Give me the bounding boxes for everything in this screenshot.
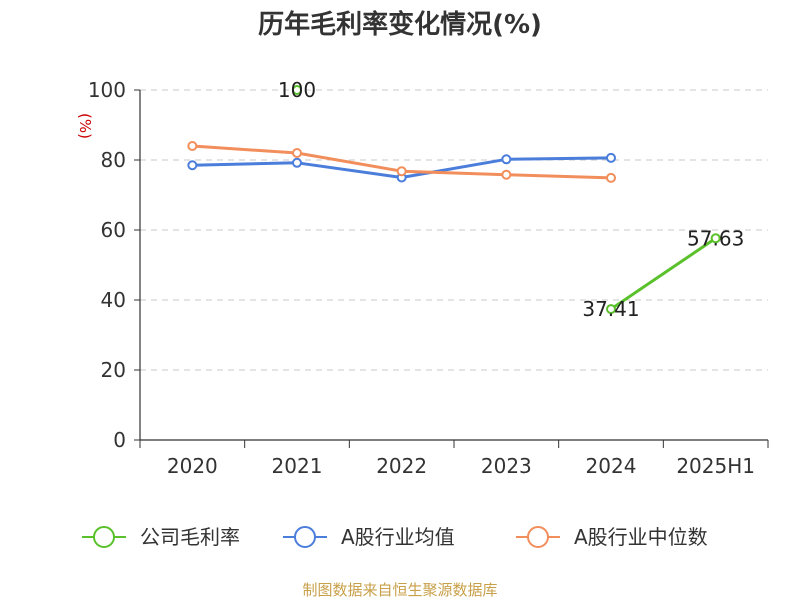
legend-item[interactable]: A股行业均值: [283, 525, 455, 549]
data-point[interactable]: [710, 233, 721, 244]
chart-title: 历年毛利率变化情况(%): [258, 9, 542, 40]
x-tick-label: 2021: [272, 454, 323, 478]
data-point[interactable]: [292, 148, 302, 158]
x-tick-label: 2025H1: [676, 454, 755, 478]
series-group: [187, 85, 721, 315]
y-axis-ticks: 0 20 40 60 80 100: [88, 78, 140, 452]
y-tick-label: 40: [101, 288, 126, 312]
data-point[interactable]: [396, 166, 407, 177]
y-tick-label: 100: [88, 78, 126, 102]
y-tick-label: 60: [101, 218, 126, 242]
legend-label: 公司毛利率: [140, 525, 240, 549]
data-label: 57.63: [687, 226, 744, 250]
data-labels: 100 37.41 57.63: [278, 78, 744, 321]
legend-label: A股行业中位数: [574, 525, 708, 549]
legend-marker: [93, 526, 115, 548]
x-axis-ticks: 2020 2021 2022 2023 2024 2025H1: [139, 440, 769, 478]
data-point[interactable]: [187, 160, 198, 171]
data-point[interactable]: [187, 141, 198, 151]
legend[interactable]: 公司毛利率 A股行业均值 A股行业中位数: [82, 525, 708, 549]
grid-lines: [140, 89, 768, 371]
legend-label: A股行业均值: [341, 525, 455, 549]
x-tick-label: 2020: [167, 454, 218, 478]
data-point[interactable]: [606, 152, 616, 163]
y-tick-label: 0: [113, 428, 126, 452]
data-point[interactable]: [292, 85, 302, 95]
x-tick-label: 2024: [586, 454, 637, 478]
data-label: 37.41: [582, 297, 639, 321]
x-tick-label: 2022: [376, 454, 427, 478]
legend-item[interactable]: 公司毛利率: [82, 525, 240, 549]
data-point[interactable]: [501, 169, 512, 180]
data-label: 100: [278, 78, 316, 102]
data-point[interactable]: [292, 157, 302, 168]
y-axis-unit: (%): [76, 113, 94, 139]
source-note: 制图数据来自恒生聚源数据库: [302, 581, 497, 599]
x-tick-label: 2023: [481, 454, 532, 478]
legend-marker: [294, 526, 316, 548]
y-tick-label: 80: [101, 148, 126, 172]
data-point[interactable]: [606, 304, 616, 315]
y-tick-label: 20: [101, 358, 126, 382]
legend-marker: [527, 526, 549, 548]
data-point[interactable]: [501, 154, 512, 165]
legend-item[interactable]: A股行业中位数: [516, 525, 708, 549]
series-line: [610, 237, 717, 311]
data-point[interactable]: [606, 172, 616, 183]
